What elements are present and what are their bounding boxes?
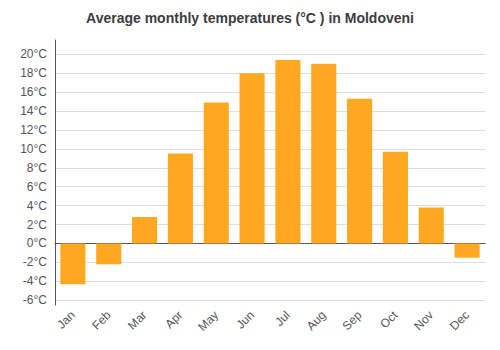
svg-text:Oct: Oct: [377, 308, 401, 332]
svg-text:Mar: Mar: [125, 308, 150, 332]
svg-text:-6°C: -6°C: [23, 293, 47, 307]
svg-text:-2°C: -2°C: [23, 255, 47, 269]
svg-text:20°C: 20°C: [20, 47, 47, 61]
svg-text:16°C: 16°C: [20, 85, 47, 99]
svg-text:18°C: 18°C: [20, 66, 47, 80]
svg-text:Feb: Feb: [89, 308, 114, 333]
svg-text:Jun: Jun: [233, 308, 257, 332]
svg-text:Aug: Aug: [304, 308, 329, 333]
svg-text:Jul: Jul: [272, 308, 293, 329]
svg-text:12°C: 12°C: [20, 123, 47, 137]
svg-text:10°C: 10°C: [20, 142, 47, 156]
svg-text:4°C: 4°C: [27, 199, 47, 213]
svg-text:2°C: 2°C: [27, 218, 47, 232]
svg-text:Jan: Jan: [54, 308, 78, 332]
svg-text:Sep: Sep: [340, 308, 365, 333]
svg-text:0°C: 0°C: [27, 236, 47, 250]
svg-text:Dec: Dec: [447, 308, 472, 333]
svg-text:-4°C: -4°C: [23, 274, 47, 288]
svg-text:6°C: 6°C: [27, 180, 47, 194]
svg-text:14°C: 14°C: [20, 104, 47, 118]
svg-text:8°C: 8°C: [27, 161, 47, 175]
svg-text:Nov: Nov: [411, 308, 436, 333]
svg-text:Apr: Apr: [162, 308, 185, 331]
svg-text:Average monthly temperatures (: Average monthly temperatures (°C ) in Mo…: [86, 10, 414, 26]
svg-text:May: May: [195, 308, 221, 334]
